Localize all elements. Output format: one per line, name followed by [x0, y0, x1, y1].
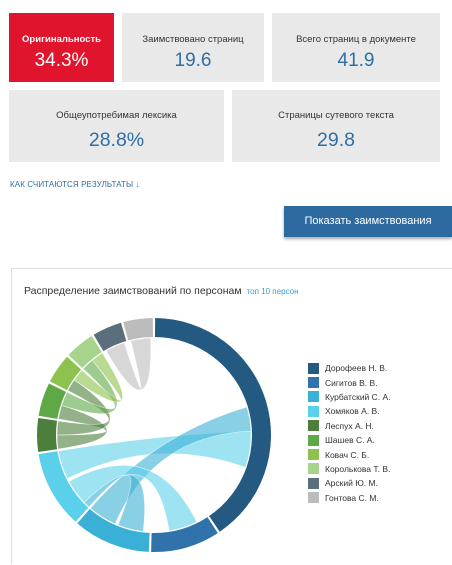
- chart-legend: Дорофеев Н. В. Сигитов В. В. Курбатский С.…: [308, 361, 391, 505]
- legend-swatch: [308, 420, 319, 432]
- legend-item: Шашев С. А.: [308, 433, 391, 447]
- chord-arc-3: [38, 451, 89, 522]
- chord-arc-5: [38, 383, 67, 419]
- legend-label: Сигитов В. В.: [325, 377, 378, 388]
- show-borrowings-button[interactable]: Показать заимствования: [284, 206, 452, 237]
- chord-arc-6: [50, 356, 82, 391]
- legend-label: Курбатский С. А.: [325, 391, 391, 402]
- legend-swatch: [308, 377, 319, 389]
- legend-swatch: [308, 434, 319, 446]
- originality-label: Оригинальность: [22, 34, 101, 45]
- borrowed-pages-card: Заимствовано страниц 19.6: [122, 13, 264, 82]
- common-vocab-card: Общеупотребимая лексика 28.8%: [9, 90, 224, 162]
- legend-label: Королькова Т. В.: [325, 463, 391, 474]
- borrowed-pages-value: 19.6: [174, 50, 212, 71]
- legend-item: Хомяков А. В.: [308, 404, 391, 418]
- borrowed-pages-label: Заимствовано страниц: [142, 34, 244, 45]
- common-vocab-label: Общеупотребимая лексика: [56, 110, 177, 121]
- legend-item: Королькова Т. В.: [308, 462, 391, 476]
- legend-swatch: [308, 463, 319, 475]
- chord-arc-4: [37, 418, 58, 452]
- chart-subtitle-link[interactable]: топ 10 персон: [246, 287, 299, 296]
- legend-item: Сигитов В. В.: [308, 375, 391, 389]
- legend-swatch: [308, 362, 319, 374]
- total-pages-label: Всего страниц в документе: [296, 34, 416, 45]
- chord-arc-2: [77, 509, 150, 552]
- essential-text-card: Страницы сутевого текста 29.8: [232, 90, 440, 162]
- legend-item: Дорофеев Н. В.: [308, 361, 391, 375]
- legend-swatch: [308, 391, 319, 403]
- chord-ribbon-8: [83, 474, 145, 532]
- chord-diagram: [37, 318, 271, 552]
- legend-swatch: [308, 492, 319, 504]
- legend-item: Арский Ю. М.: [308, 476, 391, 490]
- legend-item: Курбатский С. А.: [308, 390, 391, 404]
- legend-swatch: [308, 449, 319, 461]
- legend-swatch: [308, 405, 319, 417]
- legend-label: Леспух А. Н.: [325, 420, 374, 431]
- legend-swatch: [308, 477, 319, 489]
- legend-label: Ковач С. Б.: [325, 449, 370, 460]
- essential-text-label: Страницы сутевого текста: [278, 110, 394, 121]
- legend-item: Леспух А. Н.: [308, 419, 391, 433]
- chord-arc-8: [93, 322, 127, 352]
- legend-label: Дорофеев Н. В.: [325, 363, 388, 374]
- common-vocab-value: 28.8%: [88, 129, 145, 151]
- chord-ribbon-0: [105, 337, 152, 391]
- legend-label: Арский Ю. М.: [325, 478, 378, 489]
- legend-label: Шашев С. А.: [325, 435, 375, 446]
- originality-value: 34.3%: [34, 50, 89, 71]
- legend-label: Гонтова С. М.: [325, 492, 379, 503]
- chord-arc-9: [123, 318, 154, 341]
- legend-item: Ковач С. Б.: [308, 447, 391, 461]
- chord-ribbon-7: [68, 465, 198, 532]
- chart-title: Распределение заимствований по персонам: [24, 285, 242, 297]
- legend-item: Гонтова С. М.: [308, 491, 391, 505]
- chart-panel: Распределение заимствований по персонам т…: [11, 268, 452, 564]
- chart-title-row: Распределение заимствований по персонам т…: [24, 285, 299, 297]
- total-pages-value: 41.9: [337, 50, 375, 71]
- chord-arc-1: [151, 517, 218, 552]
- total-pages-card: Всего страниц в документе 41.9: [272, 13, 440, 82]
- legend-label: Хомяков А. В.: [325, 406, 380, 417]
- essential-text-value: 29.8: [317, 129, 355, 151]
- how-results-counted-link[interactable]: КАК СЧИТАЮТСЯ РЕЗУЛЬТАТЫ ↓: [10, 180, 140, 189]
- chord-arc-7: [68, 336, 102, 369]
- originality-card: Оригинальность 34.3%: [9, 13, 114, 82]
- chord-ribbon-3: [61, 359, 118, 415]
- chord-arc-0: [154, 318, 271, 532]
- chord-ribbon-4: [73, 352, 123, 403]
